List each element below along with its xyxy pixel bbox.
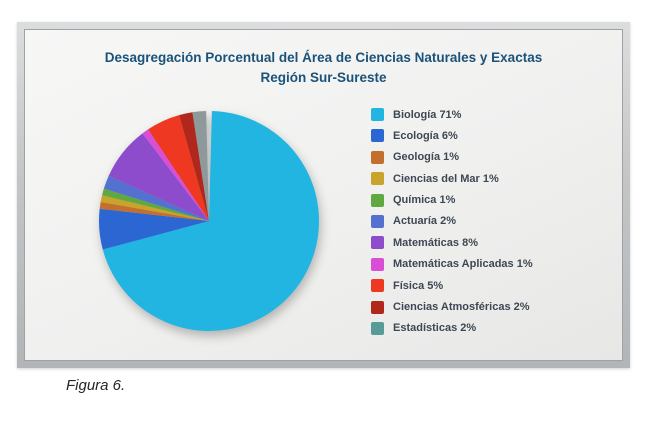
legend-item: Física 5% [371,279,533,293]
legend-item-label: Estadísticas 2% [393,322,477,335]
pie-slice-estadísticas [192,111,209,221]
pie-chart [98,111,319,332]
legend-swatch [371,300,384,314]
pie-slice-matemáticas-aplicadas [142,129,209,221]
legend-swatch [371,257,384,271]
pie-slice-geología [99,201,209,221]
legend: Biología 71% Ecología 6% Geología 1% Cienci… [371,108,533,335]
pie-slice-ciencias-del-mar [100,195,209,221]
legend-swatch [371,172,384,186]
figure-caption: Figura 6. [66,377,126,394]
legend-swatch [371,279,384,293]
legend-item: Matemáticas Aplicadas 1% [371,257,533,271]
legend-item: Química 1% [371,193,533,207]
chart-title: Desagregación Porcentual del Área de Cie… [25,48,622,88]
pie-slice-física [148,115,209,221]
pie-slice-actuaría [103,175,209,221]
legend-item-label: Matemáticas Aplicadas 1% [393,258,533,271]
pie-slice-ecología [98,208,209,250]
legend-item-label: Geología 1% [393,151,460,164]
legend-item: Ciencias del Mar 1% [371,172,533,186]
pie-slice-biología [102,111,319,332]
legend-swatch [371,129,384,143]
legend-swatch [371,193,384,207]
legend-item-label: Física 5% [393,279,444,292]
legend-swatch [371,108,384,121]
legend-item-label: Actuaría 2% [393,215,456,228]
legend-item: Matemáticas 8% [371,236,533,250]
chart-panel-frame: Desagregación Porcentual del Área de Cie… [17,22,630,368]
legend-swatch [371,214,384,228]
chart-panel: Desagregación Porcentual del Área de Cie… [24,29,623,361]
pie-slice-ciencias-atmosféricas [179,112,209,221]
legend-item: Biología 71% [371,108,533,121]
legend-swatch [371,150,384,164]
legend-item: Ciencias Atmosféricas 2% [371,300,533,314]
legend-swatch [371,321,384,335]
legend-item: Actuaría 2% [371,214,533,228]
chart-title-line1: Desagregación Porcentual del Área de Cie… [104,50,543,65]
legend-item-label: Ciencias del Mar 1% [393,172,499,185]
legend-item-label: Ciencias Atmosféricas 2% [393,301,530,314]
legend-item-label: Biología 71% [393,108,462,121]
legend-item: Estadísticas 2% [371,321,533,335]
chart-title-line2: Región Sur-Sureste [260,70,387,85]
legend-item-label: Ecología 6% [393,129,458,142]
legend-item: Ecología 6% [371,129,533,143]
legend-item-label: Matemáticas 8% [393,236,478,249]
pie-slice-matemáticas [108,133,209,221]
pie-slice-química [102,188,209,221]
legend-swatch [371,236,384,250]
legend-item: Geología 1% [371,150,533,164]
legend-item-label: Química 1% [393,194,456,207]
